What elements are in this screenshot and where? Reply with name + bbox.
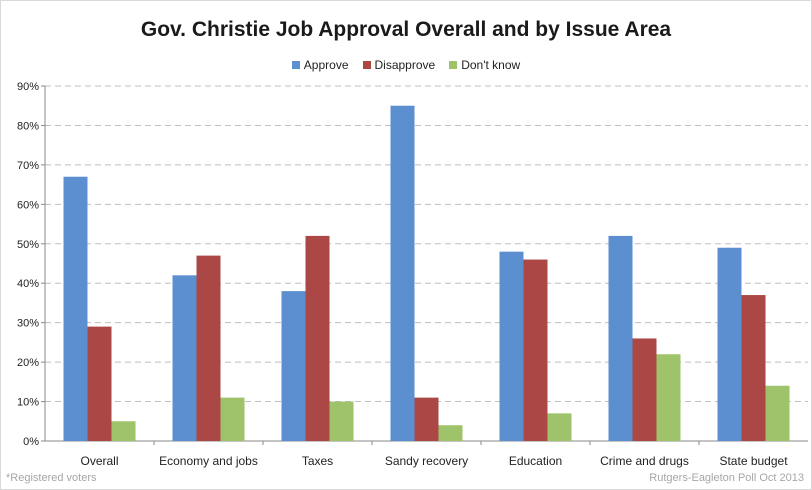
y-tick-label: 50% <box>17 239 39 251</box>
x-category-label: Economy and jobs <box>159 454 258 468</box>
bar-approve <box>282 291 306 441</box>
x-category-label: State budget <box>719 454 788 468</box>
bar-disapprove <box>633 338 657 441</box>
x-category-label: Taxes <box>302 454 333 468</box>
bar-disapprove <box>197 256 221 441</box>
footnote-registered-voters: *Registered voters <box>6 472 97 484</box>
bar-disapprove <box>524 260 548 441</box>
bar-dont-know <box>766 386 790 441</box>
y-tick-label: 40% <box>17 278 39 290</box>
bar-approve <box>173 275 197 441</box>
y-tick-label: 70% <box>17 160 39 172</box>
bar-disapprove <box>742 295 766 441</box>
bar-approve <box>500 252 524 441</box>
bar-dont-know <box>330 402 354 441</box>
y-tick-label: 90% <box>17 81 39 93</box>
x-category-label: Education <box>509 454 562 468</box>
bar-approve <box>391 106 415 441</box>
bar-dont-know <box>548 413 572 441</box>
bar-disapprove <box>88 327 112 441</box>
bar-dont-know <box>221 398 245 441</box>
bar-dont-know <box>439 425 463 441</box>
y-tick-label: 10% <box>17 397 39 409</box>
y-tick-label: 0% <box>23 436 39 448</box>
y-tick-label: 20% <box>17 357 39 369</box>
y-tick-label: 60% <box>17 199 39 211</box>
x-category-label: Crime and drugs <box>600 454 689 468</box>
bar-approve <box>609 236 633 441</box>
y-tick-label: 30% <box>17 318 39 330</box>
x-category-label: Overall <box>80 454 118 468</box>
footnote-source: Rutgers-Eagleton Poll Oct 2013 <box>649 472 804 484</box>
bar-approve <box>718 248 742 441</box>
y-tick-label: 80% <box>17 120 39 132</box>
bar-dont-know <box>657 354 681 441</box>
x-category-label: Sandy recovery <box>385 454 468 468</box>
bar-disapprove <box>306 236 330 441</box>
bar-approve <box>64 177 88 441</box>
bar-disapprove <box>415 398 439 441</box>
bar-dont-know <box>112 421 136 441</box>
